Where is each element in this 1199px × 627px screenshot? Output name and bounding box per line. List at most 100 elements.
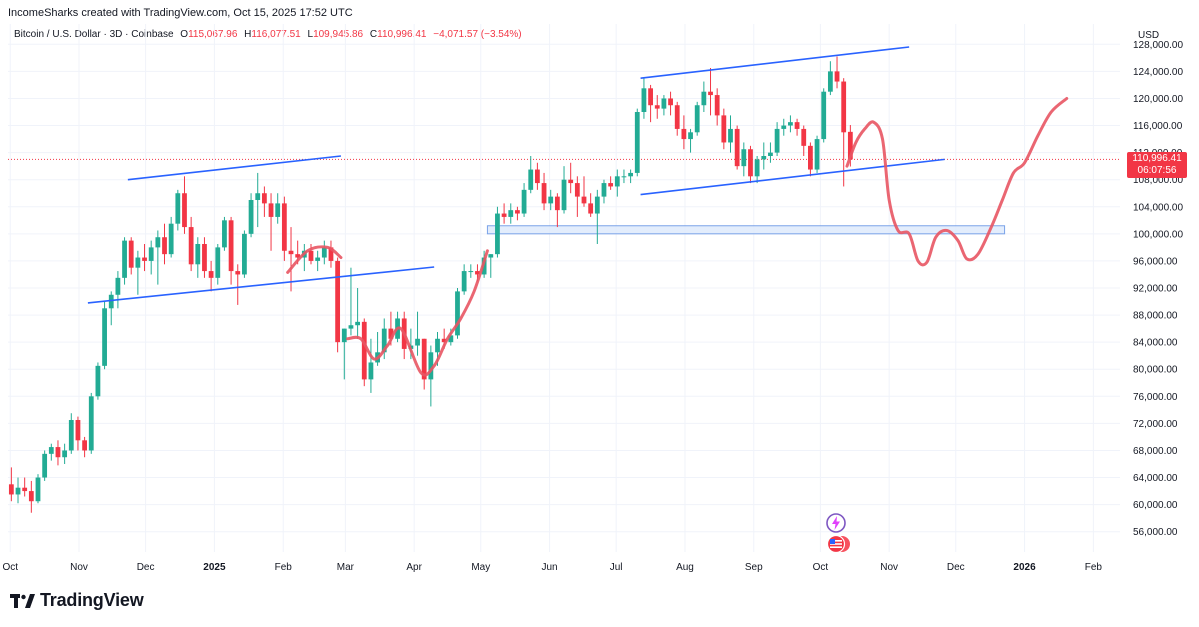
candle — [461, 264, 467, 295]
candle-body — [788, 122, 793, 126]
attribution-header: IncomeSharks created with TradingView.co… — [8, 7, 353, 19]
bar-countdown: 06:07:56 — [1137, 165, 1177, 177]
y-tick-label: 124,000.00 — [1133, 67, 1183, 78]
candle-body — [335, 260, 341, 343]
candle — [548, 189, 554, 211]
candle-body — [588, 203, 594, 214]
candle — [468, 264, 474, 278]
candle — [588, 193, 594, 217]
y-tick-label: 128,000.00 — [1133, 40, 1183, 51]
candle-body — [794, 122, 800, 129]
candle-body — [528, 169, 534, 190]
candle-body — [122, 240, 127, 278]
lightning-event-icon[interactable] — [826, 513, 846, 538]
symbol-title[interactable]: Bitcoin / U.S. Dollar · 3D · Coinbase — [14, 29, 174, 40]
x-tick-label: Aug — [676, 562, 694, 573]
tradingview-logo[interactable]: TradingView — [10, 590, 144, 611]
candle-body — [634, 112, 640, 173]
candle — [175, 189, 181, 231]
candle-body — [235, 271, 241, 275]
candle-body — [694, 105, 700, 133]
candle — [528, 156, 534, 194]
candle-body — [355, 321, 361, 326]
candle — [801, 125, 807, 156]
candle-body — [648, 88, 653, 106]
candle-body — [95, 365, 101, 397]
candle-body — [641, 88, 647, 112]
candle-body — [321, 247, 327, 258]
candle — [748, 145, 753, 184]
candle — [648, 84, 653, 123]
support-zone — [486, 225, 1006, 235]
candle-body — [628, 172, 634, 177]
candle — [561, 166, 567, 214]
y-axis[interactable]: 128,000.00 124,000.00 120,000.00 116,000.00… — [1133, 40, 1183, 538]
candle-body — [827, 71, 833, 92]
candle — [521, 183, 527, 217]
candle-body — [847, 131, 853, 160]
low-label: L — [307, 29, 314, 40]
candle-body — [768, 152, 773, 156]
candle — [428, 345, 434, 407]
candle — [281, 196, 287, 261]
candle — [62, 443, 68, 464]
candle — [148, 240, 154, 275]
candle-body — [261, 193, 267, 204]
candle-body — [228, 220, 234, 272]
candle — [15, 477, 21, 504]
candle-body — [381, 328, 387, 353]
candle — [301, 244, 307, 272]
candle — [628, 169, 634, 184]
y-tick-label: 104,000.00 — [1133, 202, 1183, 213]
candle-body — [688, 132, 693, 140]
candle — [135, 250, 141, 295]
candle — [108, 291, 114, 326]
candle-body — [754, 159, 760, 177]
last-price-value: 110,996.41 — [1132, 153, 1182, 165]
candle-body — [554, 196, 560, 211]
close-label: C — [369, 29, 378, 40]
candle-body — [495, 213, 500, 255]
candle — [242, 230, 247, 278]
candle — [421, 338, 427, 390]
candle — [601, 179, 607, 204]
candle — [202, 237, 207, 278]
candle-body — [328, 247, 334, 261]
candle-body — [808, 145, 813, 170]
candle-body — [42, 453, 48, 478]
y-tick-label: 68,000.00 — [1133, 446, 1178, 457]
x-tick-label: Apr — [406, 562, 422, 573]
candle — [348, 267, 354, 336]
candle-body — [22, 487, 28, 492]
x-axis[interactable]: Oct Nov Dec 2025 Feb Mar Apr May Jun Jul Aug Sep Oct… — [2, 562, 1102, 573]
candle — [708, 68, 713, 116]
candle — [22, 477, 28, 497]
candle-body — [315, 257, 321, 261]
candle — [554, 193, 560, 228]
candle-body — [521, 189, 527, 214]
high-value: 116,077.51 — [251, 29, 301, 40]
y-tick-label: 56,000.00 — [1133, 527, 1178, 538]
candle-body — [834, 71, 840, 82]
y-tick-label: 100,000.00 — [1133, 229, 1183, 240]
candle — [275, 193, 281, 224]
candle — [228, 216, 234, 285]
candle-body — [128, 240, 134, 268]
candle-body — [508, 210, 514, 217]
candle-body — [801, 128, 807, 146]
candle-body — [515, 210, 520, 214]
candle — [661, 95, 667, 116]
candle — [814, 135, 820, 173]
flag-event-icon[interactable] — [826, 534, 852, 559]
candle — [222, 216, 227, 251]
candle-body — [62, 450, 68, 458]
candle-body — [195, 244, 201, 265]
candle-body — [348, 325, 354, 329]
y-tick-label: 60,000.00 — [1133, 500, 1178, 511]
currency-label[interactable]: USD — [1138, 30, 1160, 41]
x-tick-label: Mar — [337, 562, 355, 573]
candle-body — [35, 477, 41, 502]
x-tick-label: Oct — [2, 562, 18, 573]
candle-body — [48, 447, 54, 454]
